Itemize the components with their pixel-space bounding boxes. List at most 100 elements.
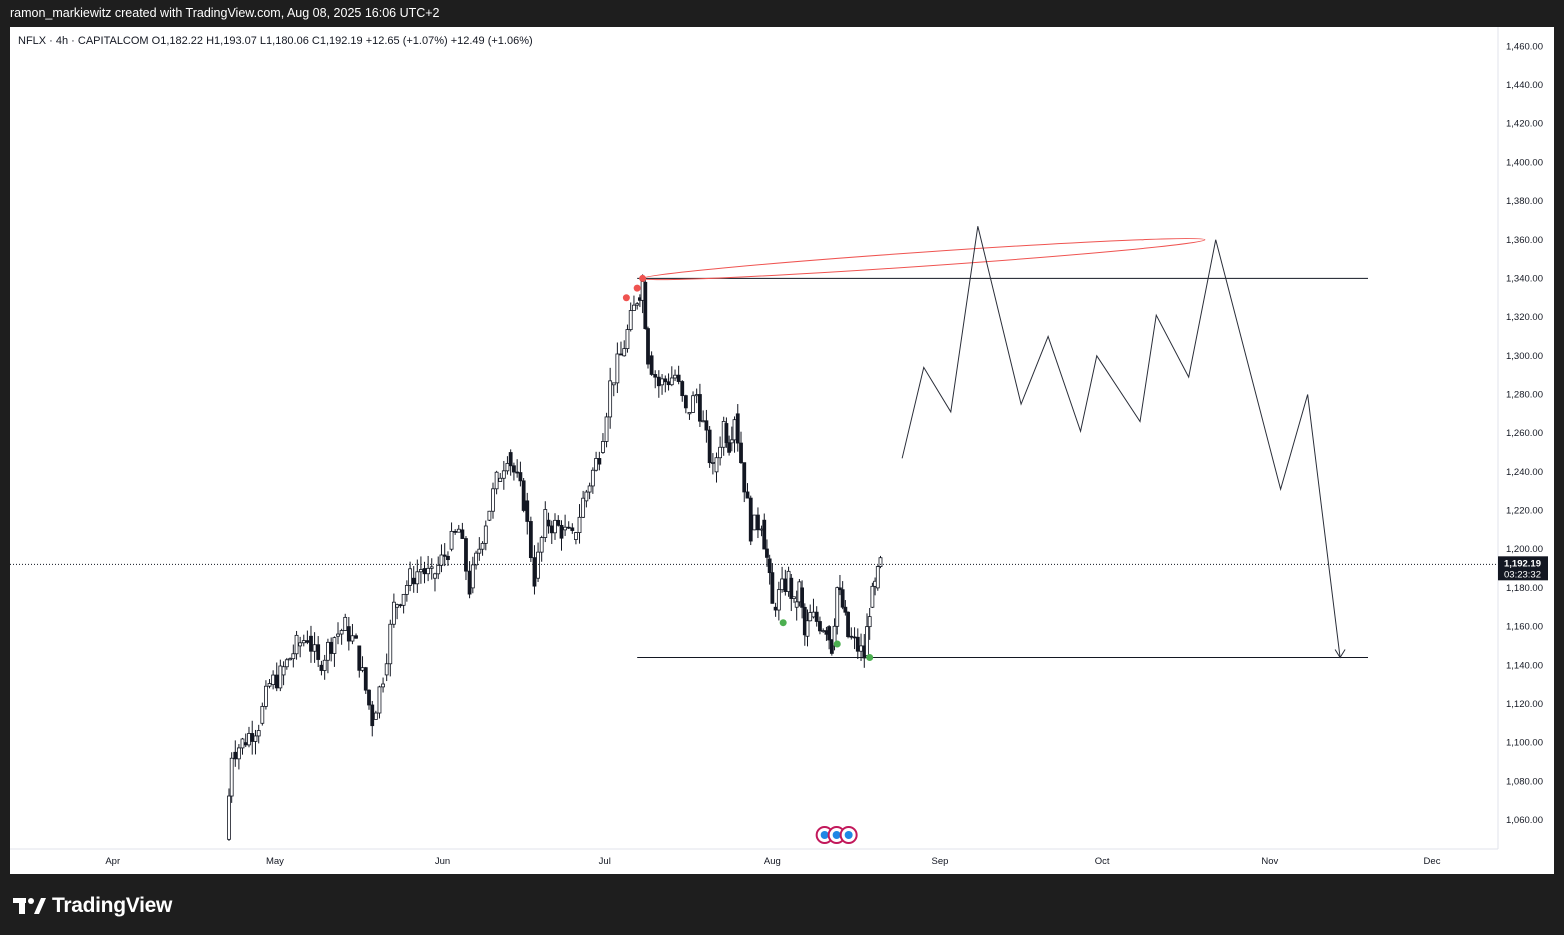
y-tick-label: 1,200.00 (1506, 544, 1543, 555)
candle-body (574, 532, 578, 540)
candle-body (776, 589, 781, 611)
candle-body (491, 488, 495, 512)
candle-body (732, 419, 737, 441)
candle-body (260, 705, 265, 724)
candle-body (838, 587, 842, 591)
candle-body (322, 659, 327, 671)
highs-ellipse[interactable] (642, 233, 1206, 286)
event-flag-icon (820, 831, 829, 839)
candle-body (404, 585, 409, 595)
candle-body (752, 514, 757, 531)
chart-area[interactable]: 1,060.00 1,080.00 1,100.00 1,120.00 1,140.00… (10, 27, 1554, 874)
pivot-high-marker (622, 294, 630, 302)
candle-body (622, 348, 627, 357)
candle-body (829, 639, 834, 654)
event-flag-icon (832, 831, 841, 839)
candle-body (663, 378, 668, 383)
candle-body (608, 380, 613, 418)
candle-body (727, 442, 732, 453)
candle-body (666, 381, 671, 386)
brand-name: TradingView (52, 894, 173, 917)
candle-body (718, 446, 722, 459)
candle-body (419, 569, 423, 573)
candle-body (691, 395, 695, 413)
x-tick-label: May (266, 856, 284, 867)
candle-body (477, 548, 482, 554)
candle-body (284, 659, 289, 668)
candle-body (765, 548, 769, 558)
candle-body (332, 637, 337, 654)
candle-body (649, 355, 654, 375)
candle-body (584, 491, 589, 502)
candle-body (601, 441, 605, 453)
candle-body (240, 738, 245, 749)
y-tick-label: 1,460.00 (1506, 41, 1543, 52)
candle-body (354, 635, 358, 639)
candle-body (643, 281, 648, 329)
y-tick-label: 1,360.00 (1506, 235, 1543, 246)
candle-body (494, 471, 499, 490)
candle-body (312, 644, 317, 652)
candle-body (762, 519, 767, 550)
candle-body (875, 566, 880, 589)
candle-body (453, 530, 458, 533)
candle-body (577, 516, 582, 533)
candle-body (388, 623, 393, 665)
candle-body (467, 570, 472, 595)
candle-body (646, 328, 650, 365)
y-tick-label: 1,400.00 (1506, 157, 1543, 168)
candle-body (707, 429, 712, 464)
header-bar: ramon_markiewitz created with TradingVie… (0, 0, 1564, 27)
candle-body (411, 577, 416, 585)
candle-body (808, 612, 813, 622)
candle-body (398, 604, 403, 607)
y-tick-label: 1,340.00 (1506, 273, 1543, 284)
candle-body (794, 601, 799, 608)
candle-body (227, 795, 231, 840)
candle-body (814, 611, 819, 622)
candle-body (525, 500, 530, 522)
candle-body (433, 573, 437, 579)
candle-body (446, 555, 450, 561)
projection-path[interactable] (901, 226, 1341, 658)
candle-body (515, 471, 520, 474)
candle-body (233, 751, 238, 760)
candle-body (367, 689, 371, 706)
y-tick-label: 1,420.00 (1506, 119, 1543, 130)
candle-body (373, 712, 378, 720)
candle-body (811, 611, 816, 618)
candle-body (773, 606, 778, 611)
candle-body (840, 589, 845, 608)
candle-body (278, 665, 283, 689)
candle-body (298, 642, 303, 647)
candle-body (436, 564, 441, 575)
candle-body (821, 630, 826, 633)
pivot-low-marker (779, 619, 787, 627)
x-tick-label: Sep (932, 856, 949, 867)
candle-body (301, 640, 306, 644)
candle-body (363, 667, 368, 691)
candle-body (549, 525, 554, 534)
tradingview-logo-icon (13, 898, 46, 914)
candle-body (739, 442, 743, 464)
candle-body (370, 704, 375, 727)
candle-body (698, 394, 702, 422)
y-tick-label: 1,140.00 (1506, 660, 1543, 671)
candle-body (271, 674, 276, 686)
footer: TradingView (12, 893, 172, 919)
x-tick-label: Dec (1424, 856, 1441, 867)
candle-body (422, 568, 427, 575)
y-tick-label: 1,320.00 (1506, 312, 1543, 323)
candle-body (789, 577, 794, 599)
candle-body (281, 666, 286, 676)
x-tick-label: Jul (599, 856, 611, 867)
candle-body (521, 480, 526, 511)
candle-body (346, 626, 351, 642)
candle-body (483, 525, 488, 544)
candle-body (748, 497, 753, 542)
candle-body (381, 683, 385, 688)
candle-body (570, 527, 575, 531)
y-tick-label: 1,220.00 (1506, 506, 1543, 517)
price-chart-svg[interactable]: 1,060.00 1,080.00 1,100.00 1,120.00 1,140.00… (10, 27, 1554, 874)
candle-body (553, 519, 557, 534)
